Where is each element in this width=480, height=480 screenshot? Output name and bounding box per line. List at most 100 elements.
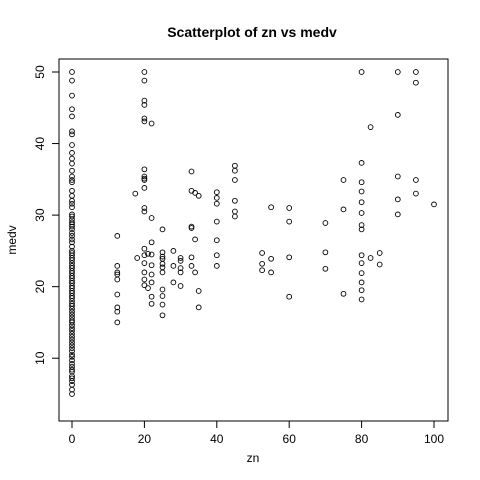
data-point <box>177 255 184 261</box>
data-point <box>69 381 75 388</box>
data-point <box>141 102 148 108</box>
data-point <box>394 211 401 218</box>
data-point <box>69 160 75 167</box>
data-point <box>114 263 121 269</box>
data-point <box>148 120 155 127</box>
data-point <box>141 208 148 215</box>
data-point <box>232 208 238 215</box>
data-point <box>413 177 419 183</box>
data-point <box>170 248 177 254</box>
data-point <box>259 250 265 256</box>
plot-area-frame <box>58 58 449 422</box>
data-point <box>141 118 148 125</box>
data-point <box>69 142 75 148</box>
data-point <box>159 286 166 293</box>
data-point <box>69 69 75 75</box>
data-point <box>358 279 365 286</box>
data-point <box>213 263 220 269</box>
data-point <box>232 167 238 174</box>
data-point <box>188 225 195 231</box>
data-point <box>69 213 75 220</box>
data-point <box>213 218 220 225</box>
data-point <box>114 304 121 311</box>
data-point <box>141 252 148 259</box>
data-point <box>213 195 220 201</box>
data-point <box>268 269 274 276</box>
data-point <box>69 77 75 84</box>
data-point <box>69 226 75 233</box>
data-point <box>394 173 401 180</box>
data-point <box>69 308 75 315</box>
data-point <box>259 260 265 267</box>
data-point <box>148 279 155 286</box>
data-point <box>114 308 121 315</box>
data-point <box>69 187 75 194</box>
data-point <box>69 239 75 246</box>
points-layer <box>69 69 437 397</box>
data-point <box>69 131 75 138</box>
data-point <box>177 258 184 264</box>
data-point <box>413 69 419 75</box>
data-point <box>232 213 238 220</box>
data-point <box>141 205 148 211</box>
data-point <box>195 288 202 294</box>
data-point <box>141 177 148 183</box>
data-point <box>358 296 365 303</box>
data-point <box>413 190 419 197</box>
data-point <box>69 386 75 393</box>
data-point <box>213 237 220 244</box>
data-point <box>69 336 75 343</box>
y-tick-label: 40 <box>33 137 47 151</box>
data-point <box>141 276 148 283</box>
data-point <box>69 200 75 207</box>
data-point <box>69 155 75 162</box>
data-point <box>69 295 75 301</box>
data-point <box>367 124 374 130</box>
data-point <box>69 303 75 309</box>
data-point <box>69 204 75 211</box>
data-point <box>358 222 365 228</box>
data-point <box>358 270 365 276</box>
data-point <box>188 168 195 175</box>
x-tick-label: 20 <box>138 432 152 446</box>
data-point <box>170 263 177 269</box>
y-axis-label: medv <box>5 225 19 254</box>
data-point <box>358 188 365 195</box>
y-tick-label: 50 <box>33 65 47 79</box>
data-point <box>69 305 75 312</box>
data-point <box>141 269 148 276</box>
data-point <box>141 166 148 173</box>
data-point <box>340 206 347 213</box>
data-point <box>148 239 155 246</box>
data-point <box>148 251 155 258</box>
data-point <box>69 378 75 384</box>
data-point <box>232 177 238 183</box>
x-axis: 0 20 40 60 80 100 <box>69 420 444 446</box>
data-point <box>69 219 75 226</box>
data-point <box>358 160 365 166</box>
x-tick-label: 60 <box>283 432 297 446</box>
x-axis-label: zn <box>247 451 260 465</box>
data-point <box>69 375 75 382</box>
data-point <box>322 220 329 226</box>
data-point <box>69 311 75 318</box>
data-point <box>69 328 75 334</box>
data-point <box>148 215 155 221</box>
data-point <box>159 249 166 256</box>
data-point <box>69 173 75 180</box>
data-point <box>213 252 220 259</box>
data-point <box>69 348 75 354</box>
data-point <box>340 290 347 297</box>
data-point <box>69 92 75 99</box>
data-point <box>268 204 274 211</box>
data-point <box>114 276 121 283</box>
data-point <box>114 233 121 239</box>
data-point <box>69 342 75 349</box>
data-point <box>177 283 184 289</box>
data-point <box>358 226 365 233</box>
data-point <box>259 267 265 274</box>
data-point <box>69 197 75 204</box>
data-point <box>188 263 195 269</box>
data-point <box>286 254 293 261</box>
data-point <box>322 265 329 272</box>
